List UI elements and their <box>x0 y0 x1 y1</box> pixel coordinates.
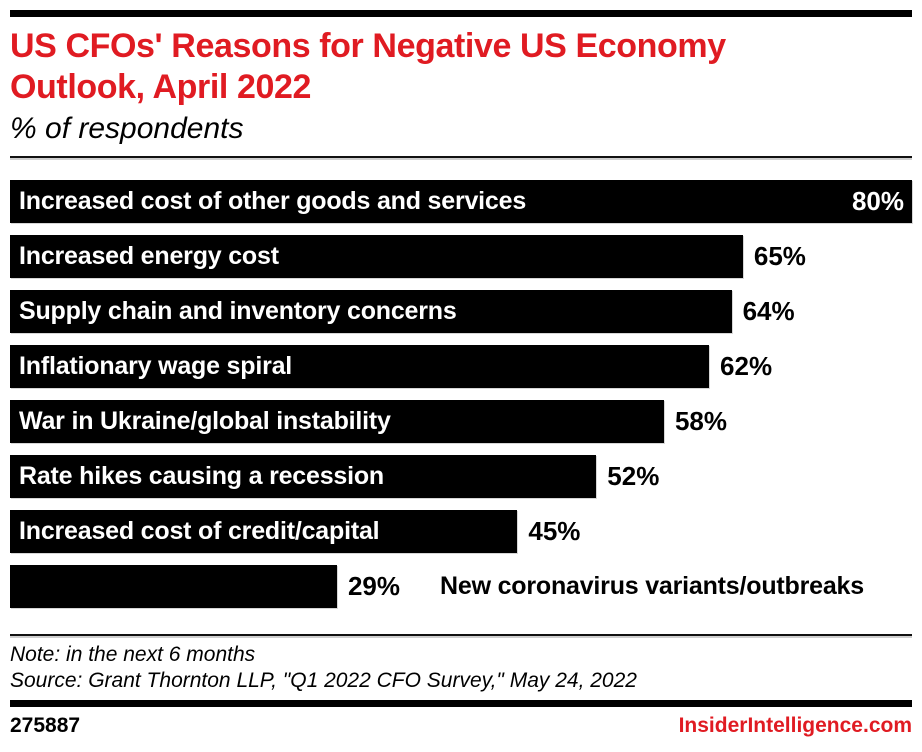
bar-value: 65% <box>753 240 806 271</box>
bar-row: Supply chain and inventory concerns 64% <box>10 289 912 333</box>
bar-coronavirus-variants <box>10 564 337 608</box>
bar-rate-hikes: Rate hikes causing a recession <box>10 454 597 498</box>
header-divider <box>10 155 912 158</box>
bar-value: 64% <box>742 295 795 326</box>
chart-id: 275887 <box>10 714 81 738</box>
bar-value: 29% <box>347 570 401 601</box>
bar-label: War in Ukraine/global instability <box>19 406 391 435</box>
bar-inflationary-wage-spiral: Inflationary wage spiral <box>10 344 710 388</box>
bar-increased-energy-cost: Increased energy cost <box>10 234 743 278</box>
site-name: InsiderIntelligence.com <box>678 714 912 738</box>
bar-label: New coronavirus variants/outbreaks <box>440 571 864 600</box>
footer-rule <box>10 700 912 708</box>
bar-value: 62% <box>720 350 773 381</box>
bar-row: Increased cost of other goods and servic… <box>10 179 912 223</box>
bar-label: Increased energy cost <box>19 241 279 270</box>
bar-value: 45% <box>528 515 581 546</box>
top-rule <box>10 10 912 17</box>
chart-page: US CFOs' Reasons for Negative US Economy… <box>0 10 922 738</box>
bar-row: 29% New coronavirus variants/outbreaks <box>10 564 912 608</box>
bar-value: 52% <box>607 460 660 491</box>
bar-label: Inflationary wage spiral <box>19 351 293 380</box>
bar-war-ukraine: War in Ukraine/global instability <box>10 399 664 443</box>
bar-row: Inflationary wage spiral 62% <box>10 344 912 388</box>
chart-subtitle: % of respondents <box>10 111 244 145</box>
bar-chart: Increased cost of other goods and servic… <box>10 179 912 608</box>
footer: 275887 InsiderIntelligence.com <box>10 714 912 738</box>
bar-value: 80% <box>851 185 904 216</box>
bar-label: Rate hikes causing a recession <box>19 461 385 490</box>
bar-label: Supply chain and inventory concerns <box>19 296 457 325</box>
bar-cost-credit-capital: Increased cost of credit/capital <box>10 509 518 553</box>
bar-label: Increased cost of credit/capital <box>19 516 380 545</box>
note-text: Note: in the next 6 months <box>10 642 256 666</box>
source-text: Source: Grant Thornton LLP, "Q1 2022 CFO… <box>10 668 637 692</box>
bar-value: 58% <box>674 405 727 436</box>
bar-row: Increased cost of credit/capital 45% <box>10 509 912 553</box>
bar-supply-chain: Supply chain and inventory concerns <box>10 289 732 333</box>
bar-row: War in Ukraine/global instability 58% <box>10 399 912 443</box>
bar-row: Rate hikes causing a recession 52% <box>10 454 912 498</box>
chart-title: US CFOs' Reasons for Negative US Economy… <box>10 27 726 106</box>
bar-row: Increased energy cost 65% <box>10 234 912 278</box>
bar-increased-cost-goods: Increased cost of other goods and servic… <box>10 179 912 223</box>
footnotes: Note: in the next 6 months Source: Grant… <box>10 642 912 695</box>
footnote-divider <box>10 633 912 636</box>
bar-label: Increased cost of other goods and servic… <box>19 186 527 215</box>
